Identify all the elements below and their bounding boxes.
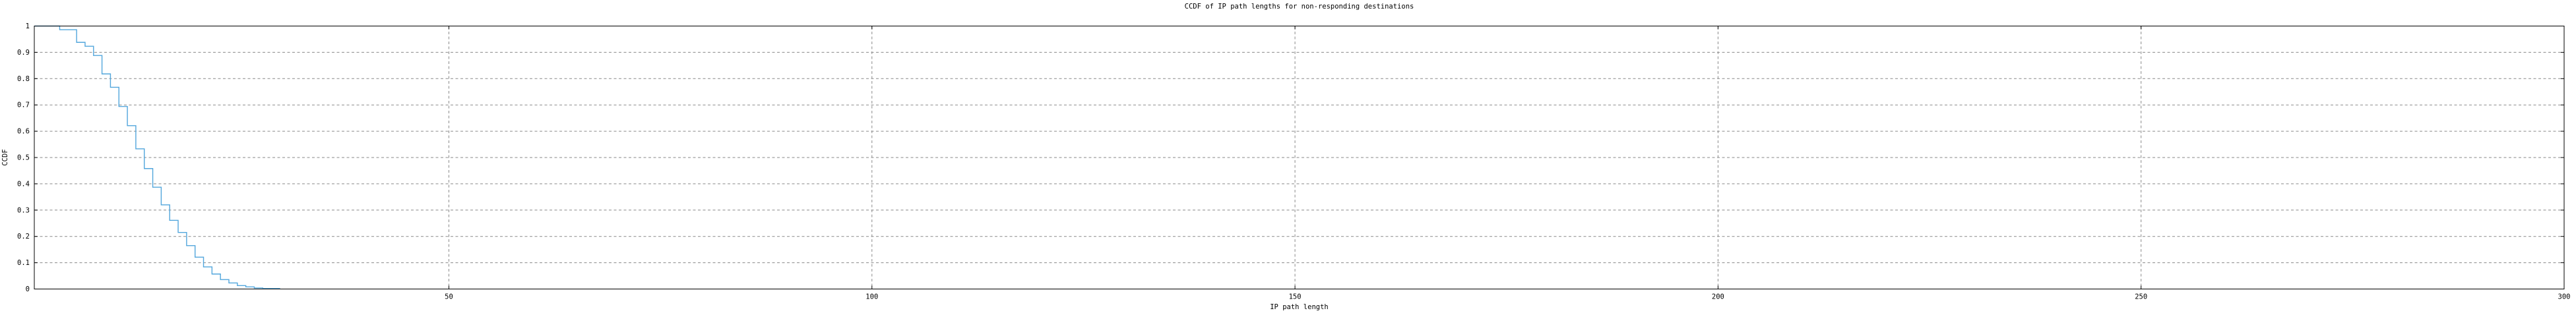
tick-marks-layer (34, 26, 2565, 289)
tick-labels-layer: 50 100 150 200 250 300 0 0.1 0.2 0.3 0.4 0.5 0.6 0.7 0… (17, 22, 2570, 301)
y-tick-label: 0.3 (17, 206, 30, 214)
x-tick-label: 250 (2135, 293, 2147, 301)
y-tick-label: 0.4 (17, 180, 30, 188)
x-tick-label: 50 (445, 293, 453, 301)
y-tick-label: 1 (26, 22, 30, 30)
x-tick-label: 300 (2558, 293, 2571, 301)
y-tick-label: 0 (26, 285, 30, 293)
x-axis-label: IP path length (1270, 303, 1329, 311)
y-tick-label: 0.8 (17, 75, 30, 83)
ccdf-step-curve (34, 25, 280, 289)
y-tick-label: 0.7 (17, 102, 30, 109)
grid-layer (35, 26, 2563, 289)
y-tick-label: 0.5 (17, 154, 30, 162)
x-tick-label: 100 (865, 293, 878, 301)
y-tick-label: 0.6 (17, 128, 30, 136)
x-tick-label: 200 (1712, 293, 1724, 301)
y-tick-label: 0.9 (17, 49, 30, 57)
y-tick-label: 0.1 (17, 259, 30, 267)
x-tick-label: 150 (1289, 293, 1302, 301)
y-axis-label: CCDF (1, 149, 9, 165)
chart-title: CCDF of IP path lengths for non-respondi… (1185, 3, 1414, 11)
y-tick-label: 0.2 (17, 233, 30, 241)
